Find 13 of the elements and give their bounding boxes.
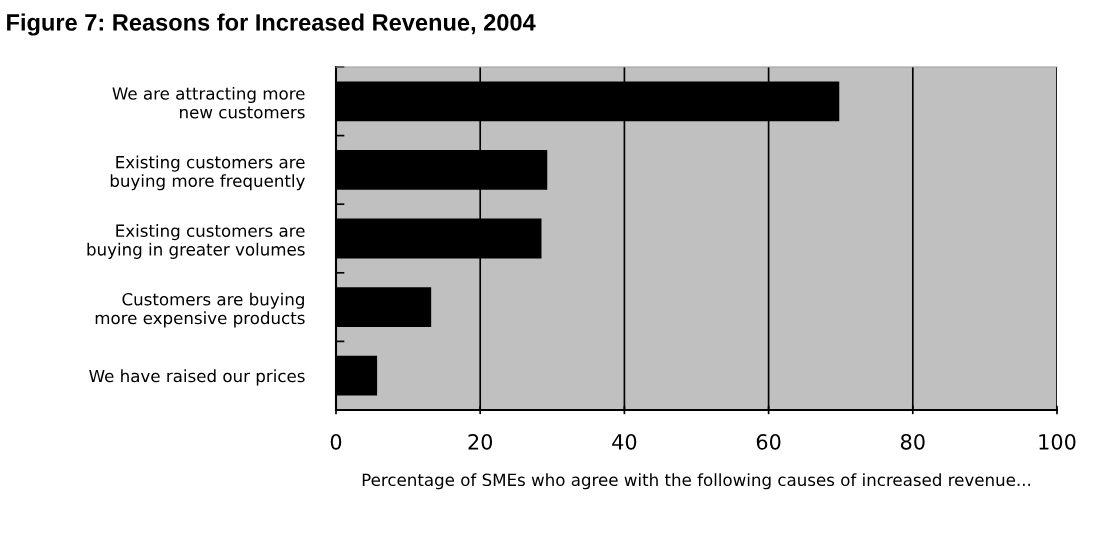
x-axis-title: Percentage of SMEs who agree with the following causes of increased revenue...: [362, 473, 1031, 490]
x-tick-label: 0: [330, 433, 342, 450]
y-tick-label: Existing customers are buying in greater volumes: [87, 224, 305, 259]
x-tick-label: 20: [468, 433, 493, 450]
y-tick-label: Customers are buying more expensive products: [95, 292, 305, 328]
x-tick-label: 60: [756, 433, 781, 450]
y-tick-label: We have raised our prices: [89, 369, 305, 386]
x-tick-label: 40: [612, 433, 637, 450]
y-tick-label: We are attracting more new customers: [112, 86, 305, 119]
x-tick-label: 80: [900, 433, 925, 450]
x-tick-label: 100: [1039, 433, 1076, 450]
y-tick-label: Existing customers are buying more frequently: [110, 155, 305, 191]
chart-title: Figure 7: Reasons for Increased Revenue, 2004: [7, 13, 536, 36]
